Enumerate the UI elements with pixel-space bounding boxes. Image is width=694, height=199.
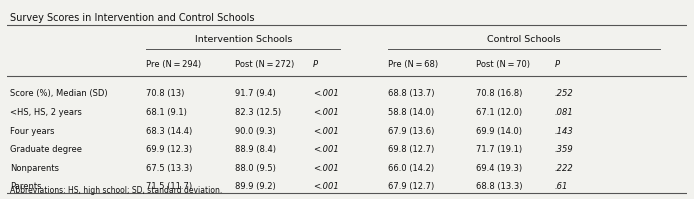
Text: 88.0 (9.5): 88.0 (9.5) [235,164,276,173]
Text: 91.7 (9.4): 91.7 (9.4) [235,89,276,98]
Text: Graduate degree: Graduate degree [10,145,83,154]
Text: 90.0 (9.3): 90.0 (9.3) [235,127,276,136]
Text: P: P [555,60,559,69]
Text: Pre (N = 68): Pre (N = 68) [388,60,438,69]
Text: 68.8 (13.3): 68.8 (13.3) [476,182,523,191]
Text: 67.9 (12.7): 67.9 (12.7) [388,182,434,191]
Text: 70.8 (13): 70.8 (13) [146,89,185,98]
Text: 88.9 (8.4): 88.9 (8.4) [235,145,276,154]
Text: 68.3 (14.4): 68.3 (14.4) [146,127,193,136]
Text: .252: .252 [555,89,573,98]
Text: <.001: <.001 [313,182,339,191]
Text: Four years: Four years [10,127,55,136]
Text: .081: .081 [555,108,573,117]
Text: Post (N = 70): Post (N = 70) [476,60,530,69]
Text: Intervention Schools: Intervention Schools [194,35,292,44]
Text: 68.1 (9.1): 68.1 (9.1) [146,108,187,117]
Text: 66.0 (14.2): 66.0 (14.2) [388,164,434,173]
Text: <.001: <.001 [313,164,339,173]
Text: Post (N = 272): Post (N = 272) [235,60,294,69]
Text: 69.4 (19.3): 69.4 (19.3) [476,164,523,173]
Text: 58.8 (14.0): 58.8 (14.0) [388,108,434,117]
Text: <HS, HS, 2 years: <HS, HS, 2 years [10,108,82,117]
Text: 82.3 (12.5): 82.3 (12.5) [235,108,281,117]
Text: <.001: <.001 [313,89,339,98]
Text: 68.8 (13.7): 68.8 (13.7) [388,89,434,98]
Text: 89.9 (9.2): 89.9 (9.2) [235,182,276,191]
Text: 69.9 (14.0): 69.9 (14.0) [476,127,522,136]
Text: Control Schools: Control Schools [487,35,561,44]
Text: Score (%), Median (SD): Score (%), Median (SD) [10,89,108,98]
Text: 69.8 (12.7): 69.8 (12.7) [388,145,434,154]
Text: <.001: <.001 [313,108,339,117]
Text: 67.9 (13.6): 67.9 (13.6) [388,127,434,136]
Text: .61: .61 [555,182,568,191]
Text: Abbreviations: HS, high school; SD, standard deviation.: Abbreviations: HS, high school; SD, stan… [10,186,223,195]
Text: 67.5 (13.3): 67.5 (13.3) [146,164,193,173]
Text: 71.5 (11.7): 71.5 (11.7) [146,182,192,191]
Text: P: P [313,60,318,69]
Text: Pre (N = 294): Pre (N = 294) [146,60,201,69]
Text: <.001: <.001 [313,145,339,154]
Text: .359: .359 [555,145,573,154]
Text: Parents: Parents [10,182,42,191]
Text: 67.1 (12.0): 67.1 (12.0) [476,108,523,117]
Text: 71.7 (19.1): 71.7 (19.1) [476,145,523,154]
Text: 69.9 (12.3): 69.9 (12.3) [146,145,192,154]
Text: <.001: <.001 [313,127,339,136]
Text: 70.8 (16.8): 70.8 (16.8) [476,89,523,98]
Text: Nonparents: Nonparents [10,164,60,173]
Text: .222: .222 [555,164,573,173]
Text: .143: .143 [555,127,573,136]
Text: Survey Scores in Intervention and Control Schools: Survey Scores in Intervention and Contro… [10,13,255,23]
